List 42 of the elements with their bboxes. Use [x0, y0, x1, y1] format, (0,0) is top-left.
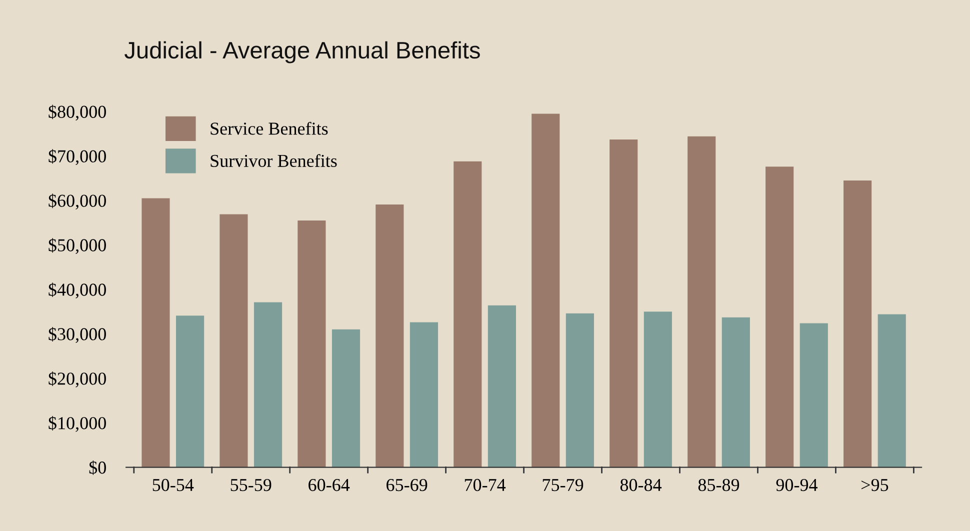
y-tick-label: $0 [89, 460, 106, 475]
bar [878, 314, 906, 468]
bar [800, 323, 828, 468]
chart-title: Judicial - Average Annual Benefits [124, 41, 480, 64]
y-tick-label: $60,000 [48, 194, 106, 210]
y-tick-label: $30,000 [48, 327, 106, 343]
x-tick-label: 60-64 [308, 478, 350, 492]
bar [688, 136, 716, 468]
x-tick-label: 75-79 [542, 478, 584, 492]
bar [254, 302, 282, 468]
bar [766, 166, 794, 468]
x-tick-label: >95 [862, 478, 888, 492]
bar [610, 140, 638, 468]
y-tick-label: $70,000 [48, 149, 106, 166]
bar [142, 198, 170, 468]
bar [488, 305, 516, 468]
x-tick-label: 80-84 [620, 478, 662, 492]
x-tick-label: 90-94 [776, 478, 818, 492]
y-tick-label: $40,000 [48, 282, 106, 298]
bar [644, 312, 672, 468]
bar [176, 316, 204, 468]
bar [532, 114, 560, 468]
legend-label: Service Benefits [210, 122, 328, 135]
bar [298, 220, 326, 468]
bar [454, 161, 482, 468]
y-tick-label: $20,000 [48, 372, 106, 388]
bar [332, 329, 360, 468]
bar [722, 317, 750, 468]
x-tick-label: 85-89 [698, 478, 740, 492]
y-tick-label: $50,000 [48, 238, 106, 254]
legend-label: Survivor Benefits [210, 154, 337, 168]
y-tick-label: $80,000 [48, 104, 106, 121]
bar [410, 322, 438, 468]
bar [220, 214, 248, 468]
y-tick-label: $10,000 [48, 416, 106, 432]
bar [844, 180, 872, 468]
x-tick-label: 55-59 [230, 478, 272, 492]
x-tick-label: 70-74 [464, 478, 506, 492]
x-tick-label: 50-54 [152, 478, 194, 492]
bar [566, 313, 594, 468]
x-tick-label: 65-69 [386, 478, 428, 492]
bar [376, 204, 404, 468]
